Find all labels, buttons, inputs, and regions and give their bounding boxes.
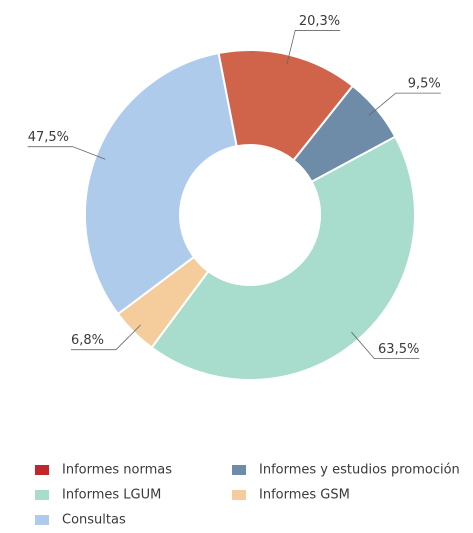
value-label: 6,8% — [71, 333, 104, 348]
legend-label: Informes GSM — [259, 488, 350, 503]
leader-line — [351, 331, 420, 360]
legend-label: Consultas — [62, 513, 126, 528]
leader-line — [368, 92, 441, 116]
legend-swatch — [35, 465, 49, 475]
legend-swatch — [35, 490, 49, 500]
legend-swatch — [232, 465, 246, 475]
legend-swatch — [232, 490, 246, 500]
legend-label: Informes LGUM — [62, 488, 161, 503]
value-label: 47,5% — [28, 130, 69, 145]
leader-line — [286, 30, 341, 65]
value-label: 20,3% — [299, 14, 340, 29]
legend-label: Informes normas — [62, 463, 172, 478]
legend-swatch — [35, 515, 49, 525]
value-label: 9,5% — [408, 77, 441, 92]
leader-line — [70, 324, 141, 351]
value-label: 63,5% — [378, 342, 419, 357]
slice — [217, 49, 355, 162]
leader-line — [27, 146, 106, 160]
slice — [150, 135, 416, 381]
legend-label: Informes y estudios promoción — [259, 463, 460, 478]
slice — [84, 51, 238, 316]
